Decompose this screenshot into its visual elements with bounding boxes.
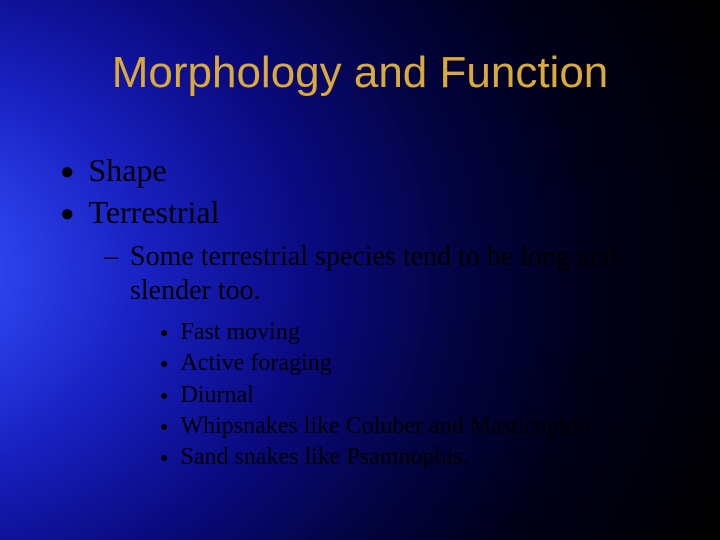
slide: Morphology and Function ● Shape ● Terres…: [0, 0, 720, 540]
disc-icon: ●: [60, 157, 75, 187]
bullet-l3: ● Fast moving: [160, 317, 680, 348]
slide-body: ● Shape ● Terrestrial – Some terrestrial…: [60, 150, 680, 473]
bullet-l3-text: Diurnal: [180, 380, 253, 411]
bullet-l3: ● Active foraging: [160, 348, 680, 379]
disc-icon: ●: [160, 356, 168, 374]
disc-icon: ●: [160, 450, 168, 468]
disc-icon: ●: [60, 199, 75, 229]
bullet-l3: ● Diurnal: [160, 380, 680, 411]
bullet-l2-text: Some terrestrial species tend to be long…: [130, 240, 680, 307]
bullet-l1: ● Shape: [60, 150, 680, 190]
bullet-l3-text: Sand snakes like Psamnophis.: [180, 442, 468, 473]
bullet-l3: ● Sand snakes like Psamnophis.: [160, 442, 680, 473]
bullet-l1: ● Terrestrial: [60, 192, 680, 232]
bullet-l3-text: Whipsnakes like Coluber and Masticophis.: [180, 411, 593, 442]
bullet-l1-text: Terrestrial: [89, 192, 220, 232]
disc-icon: ●: [160, 419, 168, 437]
bullet-l1-text: Shape: [89, 150, 167, 190]
dash-icon: –: [104, 240, 118, 274]
disc-icon: ●: [160, 325, 168, 343]
slide-title: Morphology and Function: [0, 48, 720, 98]
bullet-l3: ● Whipsnakes like Coluber and Masticophi…: [160, 411, 680, 442]
disc-icon: ●: [160, 388, 168, 406]
bullet-l3-text: Fast moving: [180, 317, 299, 348]
bullet-l2: – Some terrestrial species tend to be lo…: [104, 240, 680, 307]
bullet-l3-text: Active foraging: [180, 348, 331, 379]
